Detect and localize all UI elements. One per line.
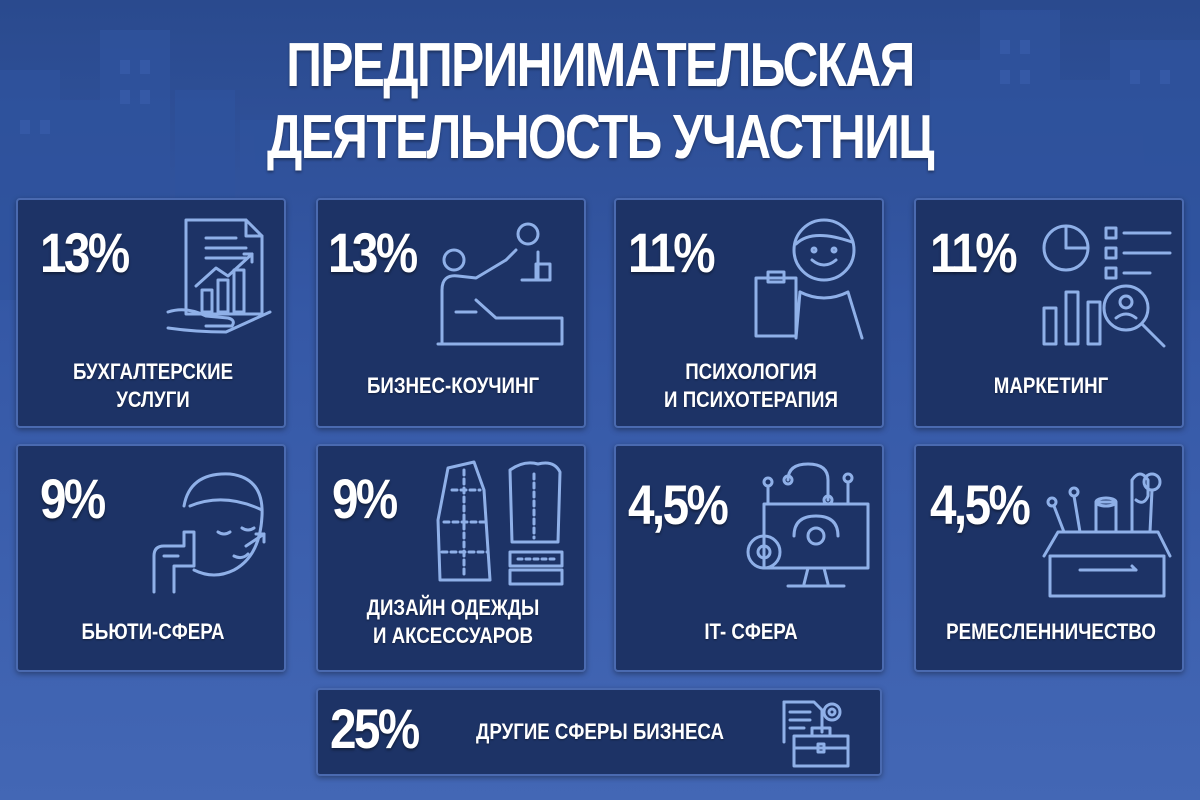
percent-value: 11% — [628, 221, 716, 284]
card-label: РЕМЕСЛЕННИЧЕСТВО — [936, 618, 1166, 646]
page-title: ПРЕДПРИНИМАТЕЛЬСКАЯ ДЕЯТЕЛЬНОСТЬ УЧАСТНИ… — [0, 30, 1200, 174]
card-other-business: 25% ДРУГИЕ СФЕРЫ БИЗНЕСА — [316, 688, 882, 776]
label-line-1: БУХГАЛТЕРСКИЕ — [72, 359, 234, 384]
title-line-2: ДЕЯТЕЛЬНОСТЬ УЧАСТНИЦ — [267, 103, 934, 172]
craft-box-icon — [1040, 466, 1174, 600]
card-beauty: 9% БЬЮТИ-СФЕРА — [16, 444, 286, 672]
percent-value: 25% — [330, 697, 420, 760]
card-label: IT- СФЕРА — [636, 618, 866, 646]
card-label: МАРКЕТИНГ — [936, 372, 1166, 400]
card-label: ДИЗАЙН ОДЕЖДЫ И АКСЕССУАРОВ — [338, 594, 568, 650]
label-line-2: И АКСЕССУАРОВ — [372, 623, 534, 648]
briefcase-documents-icon — [780, 698, 852, 770]
card-crafts: 4,5% РЕМЕСЛЕННИЧЕСТВО — [914, 444, 1184, 672]
card-psychology: 11% ПСИХОЛОГИЯ И ПСИХОТЕРАПИЯ — [614, 198, 884, 428]
percent-value: 9% — [332, 467, 398, 530]
card-label: БУХГАЛТЕРСКИЕ УСЛУГИ — [38, 358, 268, 414]
card-fashion-design: 9% ДИЗАЙН ОДЕЖДЫ И АКСЕССУАРОВ — [316, 444, 586, 672]
percent-value: 9% — [40, 467, 106, 530]
card-label: ПСИХОЛОГИЯ И ПСИХОТЕРАПИЯ — [636, 358, 866, 414]
label-line-1: IT- СФЕРА — [704, 619, 798, 644]
label-line-1: МАРКЕТИНГ — [993, 373, 1109, 398]
label-line-1: ДИЗАЙН ОДЕЖДЫ — [366, 595, 540, 620]
card-label: БИЗНЕС-КОУЧИНГ — [338, 372, 568, 400]
card-it: 4,5% IT- СФЕРА — [614, 444, 884, 672]
marketing-analytics-icon — [1040, 218, 1174, 348]
percent-value: 13% — [40, 221, 130, 284]
financial-report-icon — [166, 216, 274, 334]
label-line-1: РЕМЕСЛЕННИЧЕСТВО — [946, 619, 1156, 644]
it-computer-icon — [744, 460, 870, 594]
card-label: ДРУГИЕ СФЕРЫ БИЗНЕСА — [476, 719, 724, 744]
title-line-1: ПРЕДПРИНИМАТЕЛЬСКАЯ — [286, 31, 915, 100]
percent-value: 4,5% — [628, 473, 729, 536]
percent-value: 13% — [328, 221, 418, 284]
label-line-2: УСЛУГИ — [116, 387, 190, 412]
label-line-1: БЬЮТИ-СФЕРА — [81, 619, 225, 644]
label-line-1: БИЗНЕС-КОУЧИНГ — [366, 373, 540, 398]
card-business-coaching: 13% БИЗНЕС-КОУЧИНГ — [316, 198, 586, 428]
percent-value: 4,5% — [930, 473, 1031, 536]
card-accounting: 13% БУХГАЛТЕРСКИЕ УСЛУГИ — [16, 198, 286, 428]
beauty-face-icon — [134, 466, 274, 596]
psychologist-icon — [752, 214, 872, 340]
card-label: БЬЮТИ-СФЕРА — [38, 618, 268, 646]
sewing-pattern-icon — [434, 460, 570, 586]
percent-value: 11% — [930, 221, 1018, 284]
label-line-2: И ПСИХОТЕРАПИЯ — [664, 387, 838, 412]
coaching-help-icon — [436, 220, 566, 346]
label-line-1: ПСИХОЛОГИЯ — [685, 359, 817, 384]
card-marketing: 11% МАРКЕТИНГ — [914, 198, 1184, 428]
